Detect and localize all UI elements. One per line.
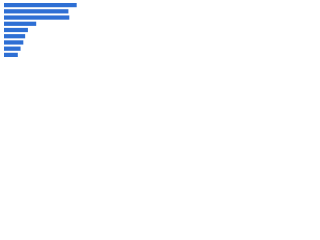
bar [4,40,24,45]
bar [4,21,37,26]
bar [4,52,18,58]
bar [4,2,77,8]
page: (() => { const data = JSON.parse(documen… [0,0,320,71]
bar [4,15,70,20]
bar [4,9,69,14]
bar [4,34,26,39]
bar [4,27,28,33]
bar [4,46,21,51]
chart [0,0,100,71]
